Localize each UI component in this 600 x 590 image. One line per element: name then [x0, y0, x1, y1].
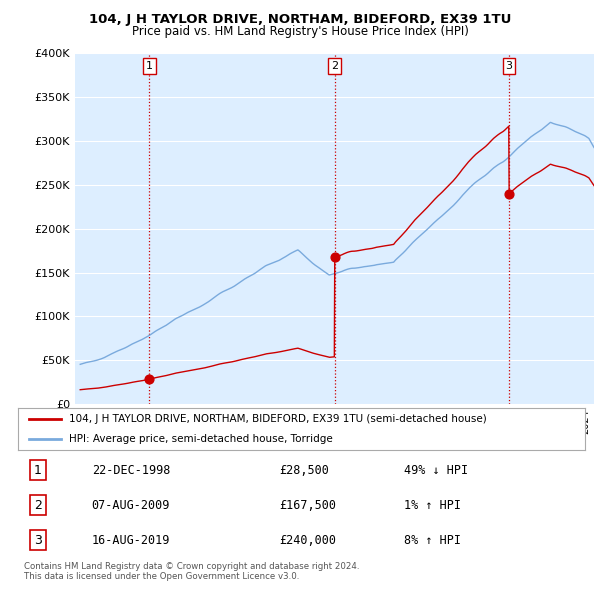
Point [330, 253, 340, 262]
Text: 49% ↓ HPI: 49% ↓ HPI [404, 464, 467, 477]
Text: 104, J H TAYLOR DRIVE, NORTHAM, BIDEFORD, EX39 1TU (semi-detached house): 104, J H TAYLOR DRIVE, NORTHAM, BIDEFORD… [69, 414, 487, 424]
Point [504, 189, 514, 198]
Text: 2: 2 [34, 499, 42, 512]
Text: £167,500: £167,500 [279, 499, 336, 512]
Text: 1% ↑ HPI: 1% ↑ HPI [404, 499, 461, 512]
Text: 07-AUG-2009: 07-AUG-2009 [92, 499, 170, 512]
Text: 8% ↑ HPI: 8% ↑ HPI [404, 533, 461, 546]
Text: 22-DEC-1998: 22-DEC-1998 [92, 464, 170, 477]
Text: Contains HM Land Registry data © Crown copyright and database right 2024.
This d: Contains HM Land Registry data © Crown c… [24, 562, 359, 581]
Text: Price paid vs. HM Land Registry's House Price Index (HPI): Price paid vs. HM Land Registry's House … [131, 25, 469, 38]
Text: 16-AUG-2019: 16-AUG-2019 [92, 533, 170, 546]
Text: 1: 1 [34, 464, 42, 477]
Text: £28,500: £28,500 [279, 464, 329, 477]
Text: 104, J H TAYLOR DRIVE, NORTHAM, BIDEFORD, EX39 1TU: 104, J H TAYLOR DRIVE, NORTHAM, BIDEFORD… [89, 13, 511, 26]
Text: 3: 3 [34, 533, 42, 546]
Text: £240,000: £240,000 [279, 533, 336, 546]
Text: 3: 3 [506, 61, 512, 71]
Point [145, 375, 154, 384]
Text: HPI: Average price, semi-detached house, Torridge: HPI: Average price, semi-detached house,… [69, 434, 333, 444]
Text: 2: 2 [331, 61, 338, 71]
Text: 1: 1 [146, 61, 153, 71]
